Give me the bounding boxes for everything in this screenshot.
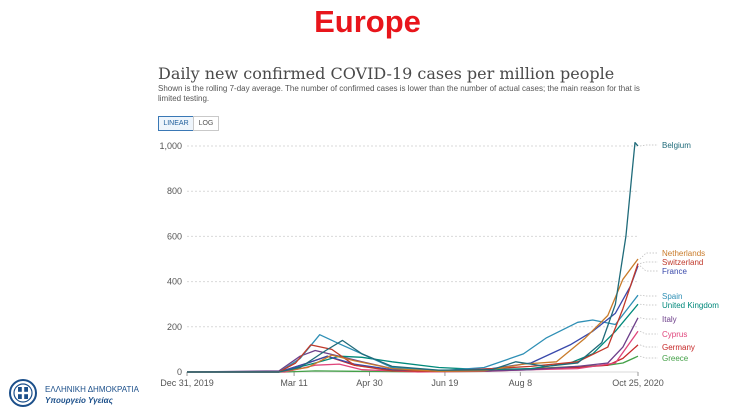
series-line-belgium bbox=[187, 141, 639, 373]
y-tick-label: 1,000 bbox=[159, 141, 182, 151]
legend-leader-line bbox=[639, 252, 658, 260]
legend-label: Germany bbox=[662, 343, 695, 352]
chart-subtitle: Shown is the rolling 7-day average. The … bbox=[158, 84, 640, 103]
y-tick-label: 800 bbox=[167, 186, 182, 196]
legend-leader-line bbox=[639, 261, 658, 264]
legend-label: Greece bbox=[662, 354, 689, 363]
legend-label: Switzerland bbox=[662, 258, 703, 267]
legend-leader-line bbox=[639, 355, 658, 359]
x-tick-label: Dec 31, 2019 bbox=[160, 378, 214, 388]
legend-label: France bbox=[662, 267, 687, 276]
series-line-netherlands bbox=[187, 258, 639, 373]
x-tick-label: Apr 30 bbox=[356, 378, 383, 388]
linear-toggle-button[interactable]: LINEAR bbox=[158, 116, 194, 131]
legend-label: Cyprus bbox=[662, 330, 687, 339]
logo-line-2: Υπουργείο Υγείας bbox=[45, 396, 113, 405]
legend-label: Netherlands bbox=[662, 249, 705, 258]
legend-leader-line bbox=[639, 344, 658, 348]
logo-text: ΕΛΛΗΝΙΚΗ ΔΗΜΟΚΡΑΤΙΑ Υπουργείο Υγείας bbox=[45, 384, 139, 406]
legend-label: United Kingdom bbox=[662, 301, 719, 310]
legend-label: Italy bbox=[662, 315, 677, 324]
x-tick-label: Aug 8 bbox=[509, 378, 533, 388]
legend-leader-line bbox=[639, 317, 658, 320]
legend-label: Belgium bbox=[662, 141, 691, 150]
y-tick-label: 600 bbox=[167, 231, 182, 241]
chart-title: Daily new confirmed COVID-19 cases per m… bbox=[158, 64, 615, 83]
legend-leader-line bbox=[639, 265, 658, 272]
y-tick-label: 400 bbox=[167, 277, 182, 287]
logo-line-1: ΕΛΛΗΝΙΚΗ ΔΗΜΟΚΡΑΤΙΑ bbox=[45, 385, 139, 394]
legend-leader-line bbox=[639, 331, 658, 335]
legend-leader-line bbox=[639, 294, 658, 297]
x-tick-label: Mar 11 bbox=[280, 378, 307, 388]
y-tick-label: 0 bbox=[177, 367, 182, 377]
log-toggle-button[interactable]: LOG bbox=[193, 116, 219, 131]
x-tick-label: Oct 25, 2020 bbox=[612, 378, 664, 388]
series-line-cyprus bbox=[187, 330, 639, 373]
series-line-spain bbox=[187, 294, 639, 373]
legend-label: Spain bbox=[662, 292, 682, 301]
y-tick-label: 200 bbox=[167, 322, 182, 332]
legend-leader-line bbox=[639, 303, 658, 306]
x-tick-label: Jun 19 bbox=[431, 378, 458, 388]
legend-leader-line bbox=[639, 144, 658, 147]
slide-title: Europe bbox=[314, 4, 421, 39]
series-line-united-kingdom bbox=[187, 303, 639, 373]
series-line-switzerland bbox=[187, 263, 639, 373]
